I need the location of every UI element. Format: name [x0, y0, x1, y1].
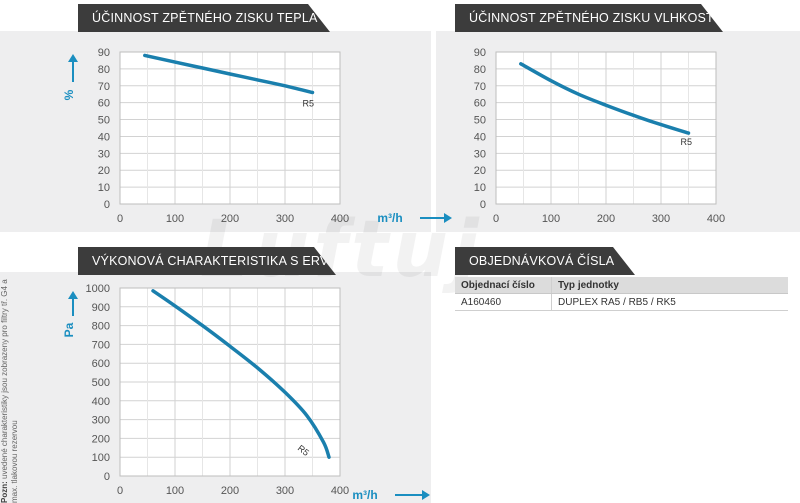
y-tick-label: 60	[474, 98, 486, 110]
x-tick-label: 100	[166, 485, 184, 497]
chart-3: 0 100 200 300 400 500 600 700 800 900 1000 0 100 200 3…	[62, 283, 430, 502]
y-tick-label: 40	[474, 131, 486, 143]
order-col-type-header: Typ jednotky	[551, 277, 788, 294]
y-tick-label: 60	[98, 98, 110, 110]
x-tick-label: 300	[276, 485, 294, 497]
chart-2: 0 10 20 30 40 50 60 70 80 90 0 100 200 300 400 m³/h R5	[377, 47, 725, 225]
y-tick-label: 200	[92, 433, 110, 445]
x-axis-arrowhead	[422, 490, 430, 500]
y-tick-label: 50	[98, 115, 110, 127]
series-label-r5: R5	[303, 99, 315, 109]
chart-1: 0 10 20 30 40 50 60 70 80 90 0 100 200 300 400% R5	[62, 47, 349, 225]
y-tick-label: 0	[104, 199, 110, 211]
footnote: Pozn: uvedené charakteristiky jsou zobra…	[0, 273, 20, 503]
y-tick-label: 600	[92, 358, 110, 370]
y-tick-label: 30	[98, 148, 110, 160]
y-tick-label: 70	[474, 81, 486, 93]
y-axis-label: Pa	[62, 322, 76, 337]
series-line-r5	[143, 53, 315, 95]
y-tick-label: 20	[474, 165, 486, 177]
header-order-numbers: OBJEDNÁVKOVÁ ČÍSLA	[455, 247, 635, 275]
y-tick-label: 500	[92, 377, 110, 389]
y-axis-arrowhead	[68, 54, 78, 62]
y-tick-label: 40	[98, 131, 110, 143]
header-heat-efficiency: ÚČINNOST ZPĚTNÉHO ZISKU TEPLA	[78, 4, 330, 32]
x-tick-label: 100	[542, 213, 560, 225]
x-tick-label: 0	[493, 213, 499, 225]
y-axis-label: %	[62, 89, 76, 100]
x-tick-label: 200	[221, 213, 239, 225]
x-tick-label: 300	[652, 213, 670, 225]
y-tick-label: 700	[92, 339, 110, 351]
plot-border	[119, 287, 341, 477]
table-row: A160460 DUPLEX RA5 / RB5 / RK5	[455, 293, 788, 311]
footnote-bold: Pozn:	[0, 481, 9, 503]
y-tick-label: 10	[98, 182, 110, 194]
y-tick-label: 400	[92, 396, 110, 408]
y-tick-label: 800	[92, 321, 110, 333]
series-line-r5	[151, 289, 331, 459]
series-line-r5	[519, 62, 691, 135]
x-tick-label: 0	[117, 213, 123, 225]
plot-border	[495, 51, 717, 205]
x-axis-label: m³/h	[352, 488, 377, 502]
y-tick-label: 70	[98, 81, 110, 93]
y-tick-label: 0	[480, 199, 486, 211]
y-tick-label: 90	[98, 47, 110, 59]
order-table: Objednací číslo Typ jednotky A160460 DUP…	[455, 277, 788, 311]
y-tick-label: 900	[92, 302, 110, 314]
x-tick-label: 300	[276, 213, 294, 225]
header-humidity-efficiency: ÚČINNOST ZPĚTNÉHO ZISKU VLHKOSTI	[455, 4, 723, 32]
y-tick-label: 0	[104, 471, 110, 483]
plot-border	[119, 51, 341, 205]
y-axis-arrowhead	[68, 291, 78, 299]
x-tick-label: 200	[597, 213, 615, 225]
y-tick-label: 20	[98, 165, 110, 177]
order-number-cell: A160460	[455, 293, 552, 311]
y-tick-label: 80	[474, 64, 486, 76]
x-axis-label: m³/h	[377, 211, 402, 225]
y-tick-label: 100	[92, 452, 110, 464]
x-tick-label: 100	[166, 213, 184, 225]
y-tick-label: 80	[98, 64, 110, 76]
x-tick-label: 200	[221, 485, 239, 497]
y-tick-label: 50	[474, 115, 486, 127]
y-tick-label: 30	[474, 148, 486, 160]
order-col-number-header: Objednací číslo	[455, 277, 552, 294]
header-performance: VÝKONOVÁ CHARAKTERISTIKA S ERV	[78, 247, 336, 275]
unit-type-cell: DUPLEX RA5 / RB5 / RK5	[551, 293, 788, 311]
x-tick-label: 0	[117, 485, 123, 497]
series-label-r5: R5	[681, 137, 693, 147]
y-tick-label: 10	[474, 182, 486, 194]
y-tick-label: 90	[474, 47, 486, 59]
x-tick-label: 400	[707, 213, 725, 225]
order-table-header-row: Objednací číslo Typ jednotky	[455, 277, 788, 294]
x-tick-label: 400	[331, 213, 349, 225]
x-axis-arrowhead	[444, 213, 452, 223]
y-tick-label: 1000	[86, 283, 110, 295]
y-tick-label: 300	[92, 415, 110, 427]
footnote-text: uvedené charakteristiky jsou zobrazeny p…	[0, 279, 19, 503]
x-tick-label: 400	[331, 485, 349, 497]
